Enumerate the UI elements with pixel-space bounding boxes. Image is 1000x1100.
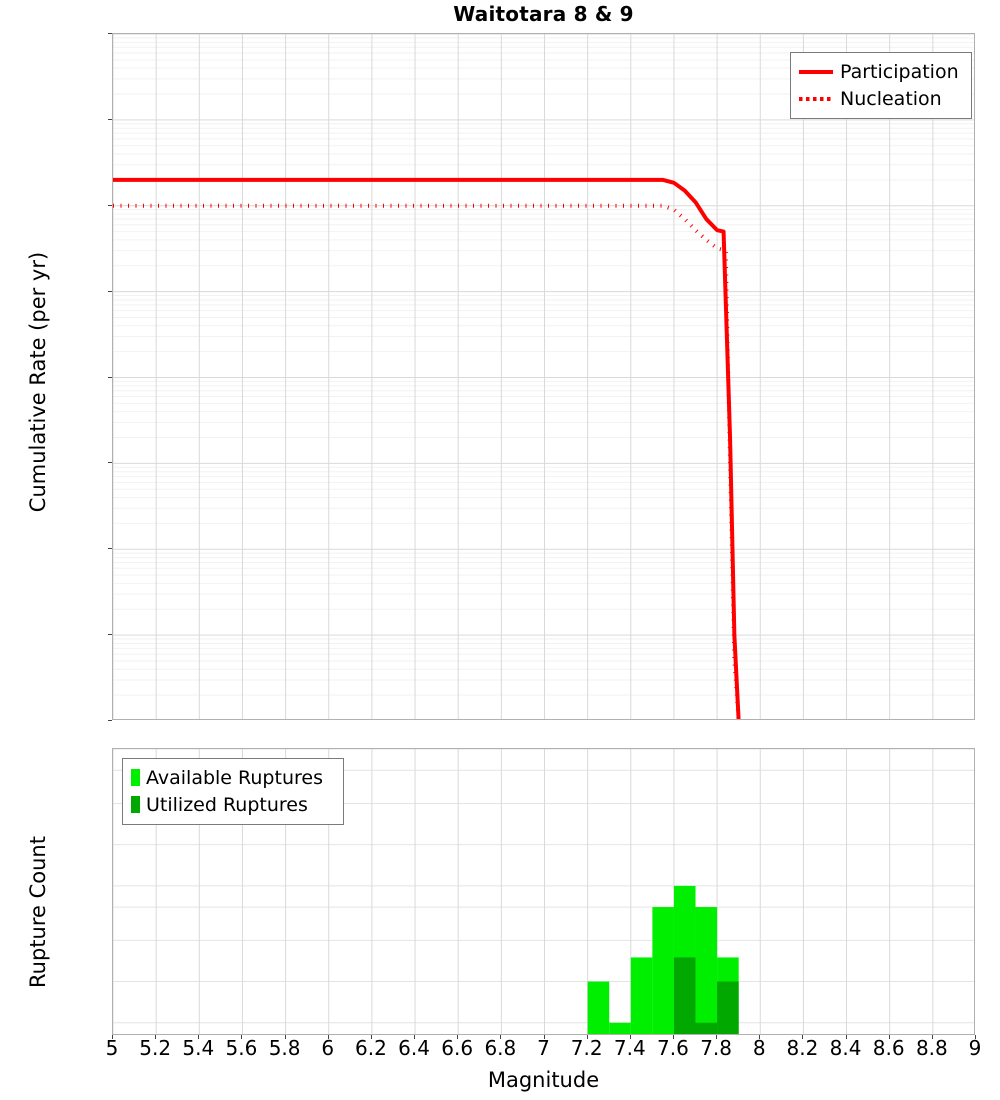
x-tickmark-2 [198,1035,200,1039]
utilized-ruptures-swatch-icon [131,796,140,813]
x-tickmark-16 [802,1035,804,1039]
x-tick-5: 5 [105,1036,119,1060]
x-tick-9: 9 [968,1036,982,1060]
x-tick-5.4: 5.4 [182,1036,215,1060]
x-tick-8.8: 8.8 [915,1036,948,1060]
bottom-panel-legend: Available Ruptures Utilized Ruptures [122,758,344,825]
x-tickmark-8 [457,1035,459,1039]
nucleation-dotted-line-swatch-icon [799,96,833,101]
legend-label-nucleation: Nucleation [840,87,942,110]
available-ruptures-swatch-icon [131,769,140,786]
y-tickmark-top-5 [108,462,112,464]
x-tickmark-20 [975,1035,976,1039]
x-tick-7.8: 7.8 [700,1036,732,1060]
x-tick-7: 7 [537,1036,550,1060]
legend-item-utilized-ruptures[interactable]: Utilized Ruptures [131,791,335,818]
y-tickmark-top-8 [108,720,112,721]
rate-curves [113,34,974,719]
x-tick-6.8: 6.8 [484,1036,517,1060]
x-tick-7.6: 7.6 [657,1036,689,1060]
bar-utilized-6 [717,981,739,1034]
bottom-panel-y-axis-label: Rupture Count [26,836,50,988]
bar-utilized-5 [695,1022,718,1034]
x-tickmark-0 [112,1035,113,1039]
x-tick-7.4: 7.4 [613,1036,646,1060]
x-tickmark-18 [888,1035,890,1039]
x-tickmark-17 [845,1035,847,1039]
x-tickmark-14 [716,1035,718,1039]
legend-label-available-ruptures: Available Ruptures [146,766,323,789]
bar-available-3 [652,907,674,1034]
bar-available-1 [609,1022,631,1034]
page-title: Waitotara 8 & 9 [453,2,634,26]
x-tick-5.2: 5.2 [139,1036,172,1060]
y-tickmark-top-1 [108,118,112,120]
cumulative-rate-plot-area [112,33,975,720]
x-tickmark-5 [327,1035,329,1039]
top-panel-legend: Participation Nucleation [790,52,972,119]
rupture-count-bars [113,749,974,1034]
x-tick-8.6: 8.6 [872,1036,905,1060]
x-tick-6.2: 6.2 [354,1036,387,1060]
bar-available-5 [695,907,718,1034]
x-tick-7.2: 7.2 [570,1036,603,1060]
x-tickmark-10 [543,1035,545,1039]
x-tick-8: 8 [752,1036,766,1060]
x-axis-label: Magnitude [487,1068,600,1092]
x-tick-5.8: 5.8 [268,1036,301,1060]
legend-item-participation[interactable]: Participation [799,58,963,85]
x-tickmark-1 [155,1035,157,1039]
y-tickmark-top-0 [108,33,112,34]
y-tickmark-top-7 [108,634,112,636]
x-tickmark-7 [414,1035,416,1039]
x-tickmark-11 [586,1035,588,1039]
participation-line-swatch-icon [799,69,833,74]
x-tickmark-13 [672,1035,674,1039]
bar-utilized-4 [673,957,696,1034]
legend-item-available-ruptures[interactable]: Available Ruptures [131,764,335,791]
x-tickmark-3 [241,1035,243,1039]
y-tickmark-top-6 [108,548,112,550]
y-tickmark-top-3 [108,290,112,292]
legend-label-participation: Participation [840,60,959,83]
x-tickmark-6 [370,1035,372,1039]
x-tick-6.6: 6.6 [441,1036,474,1060]
x-tickmark-15 [759,1035,761,1039]
x-tickmark-9 [500,1035,502,1039]
x-tick-6.4: 6.4 [398,1036,430,1060]
x-tickmark-19 [931,1035,933,1039]
legend-item-nucleation[interactable]: Nucleation [799,85,963,112]
y-tickmark-top-2 [108,204,112,206]
top-panel-y-axis-label: Cumulative Rate (per yr) [26,251,50,513]
x-tickmark-4 [284,1035,286,1039]
x-tick-8.4: 8.4 [829,1036,862,1060]
x-tick-8.2: 8.2 [786,1036,819,1060]
x-tick-6: 6 [321,1036,335,1060]
legend-label-utilized-ruptures: Utilized Ruptures [146,793,308,816]
bar-available-2 [630,957,653,1034]
participation-curve [113,177,741,719]
x-tick-5.6: 5.6 [225,1036,258,1060]
y-tickmark-top-4 [108,376,112,378]
bar-available-0 [587,981,610,1034]
x-tickmark-12 [629,1035,631,1039]
